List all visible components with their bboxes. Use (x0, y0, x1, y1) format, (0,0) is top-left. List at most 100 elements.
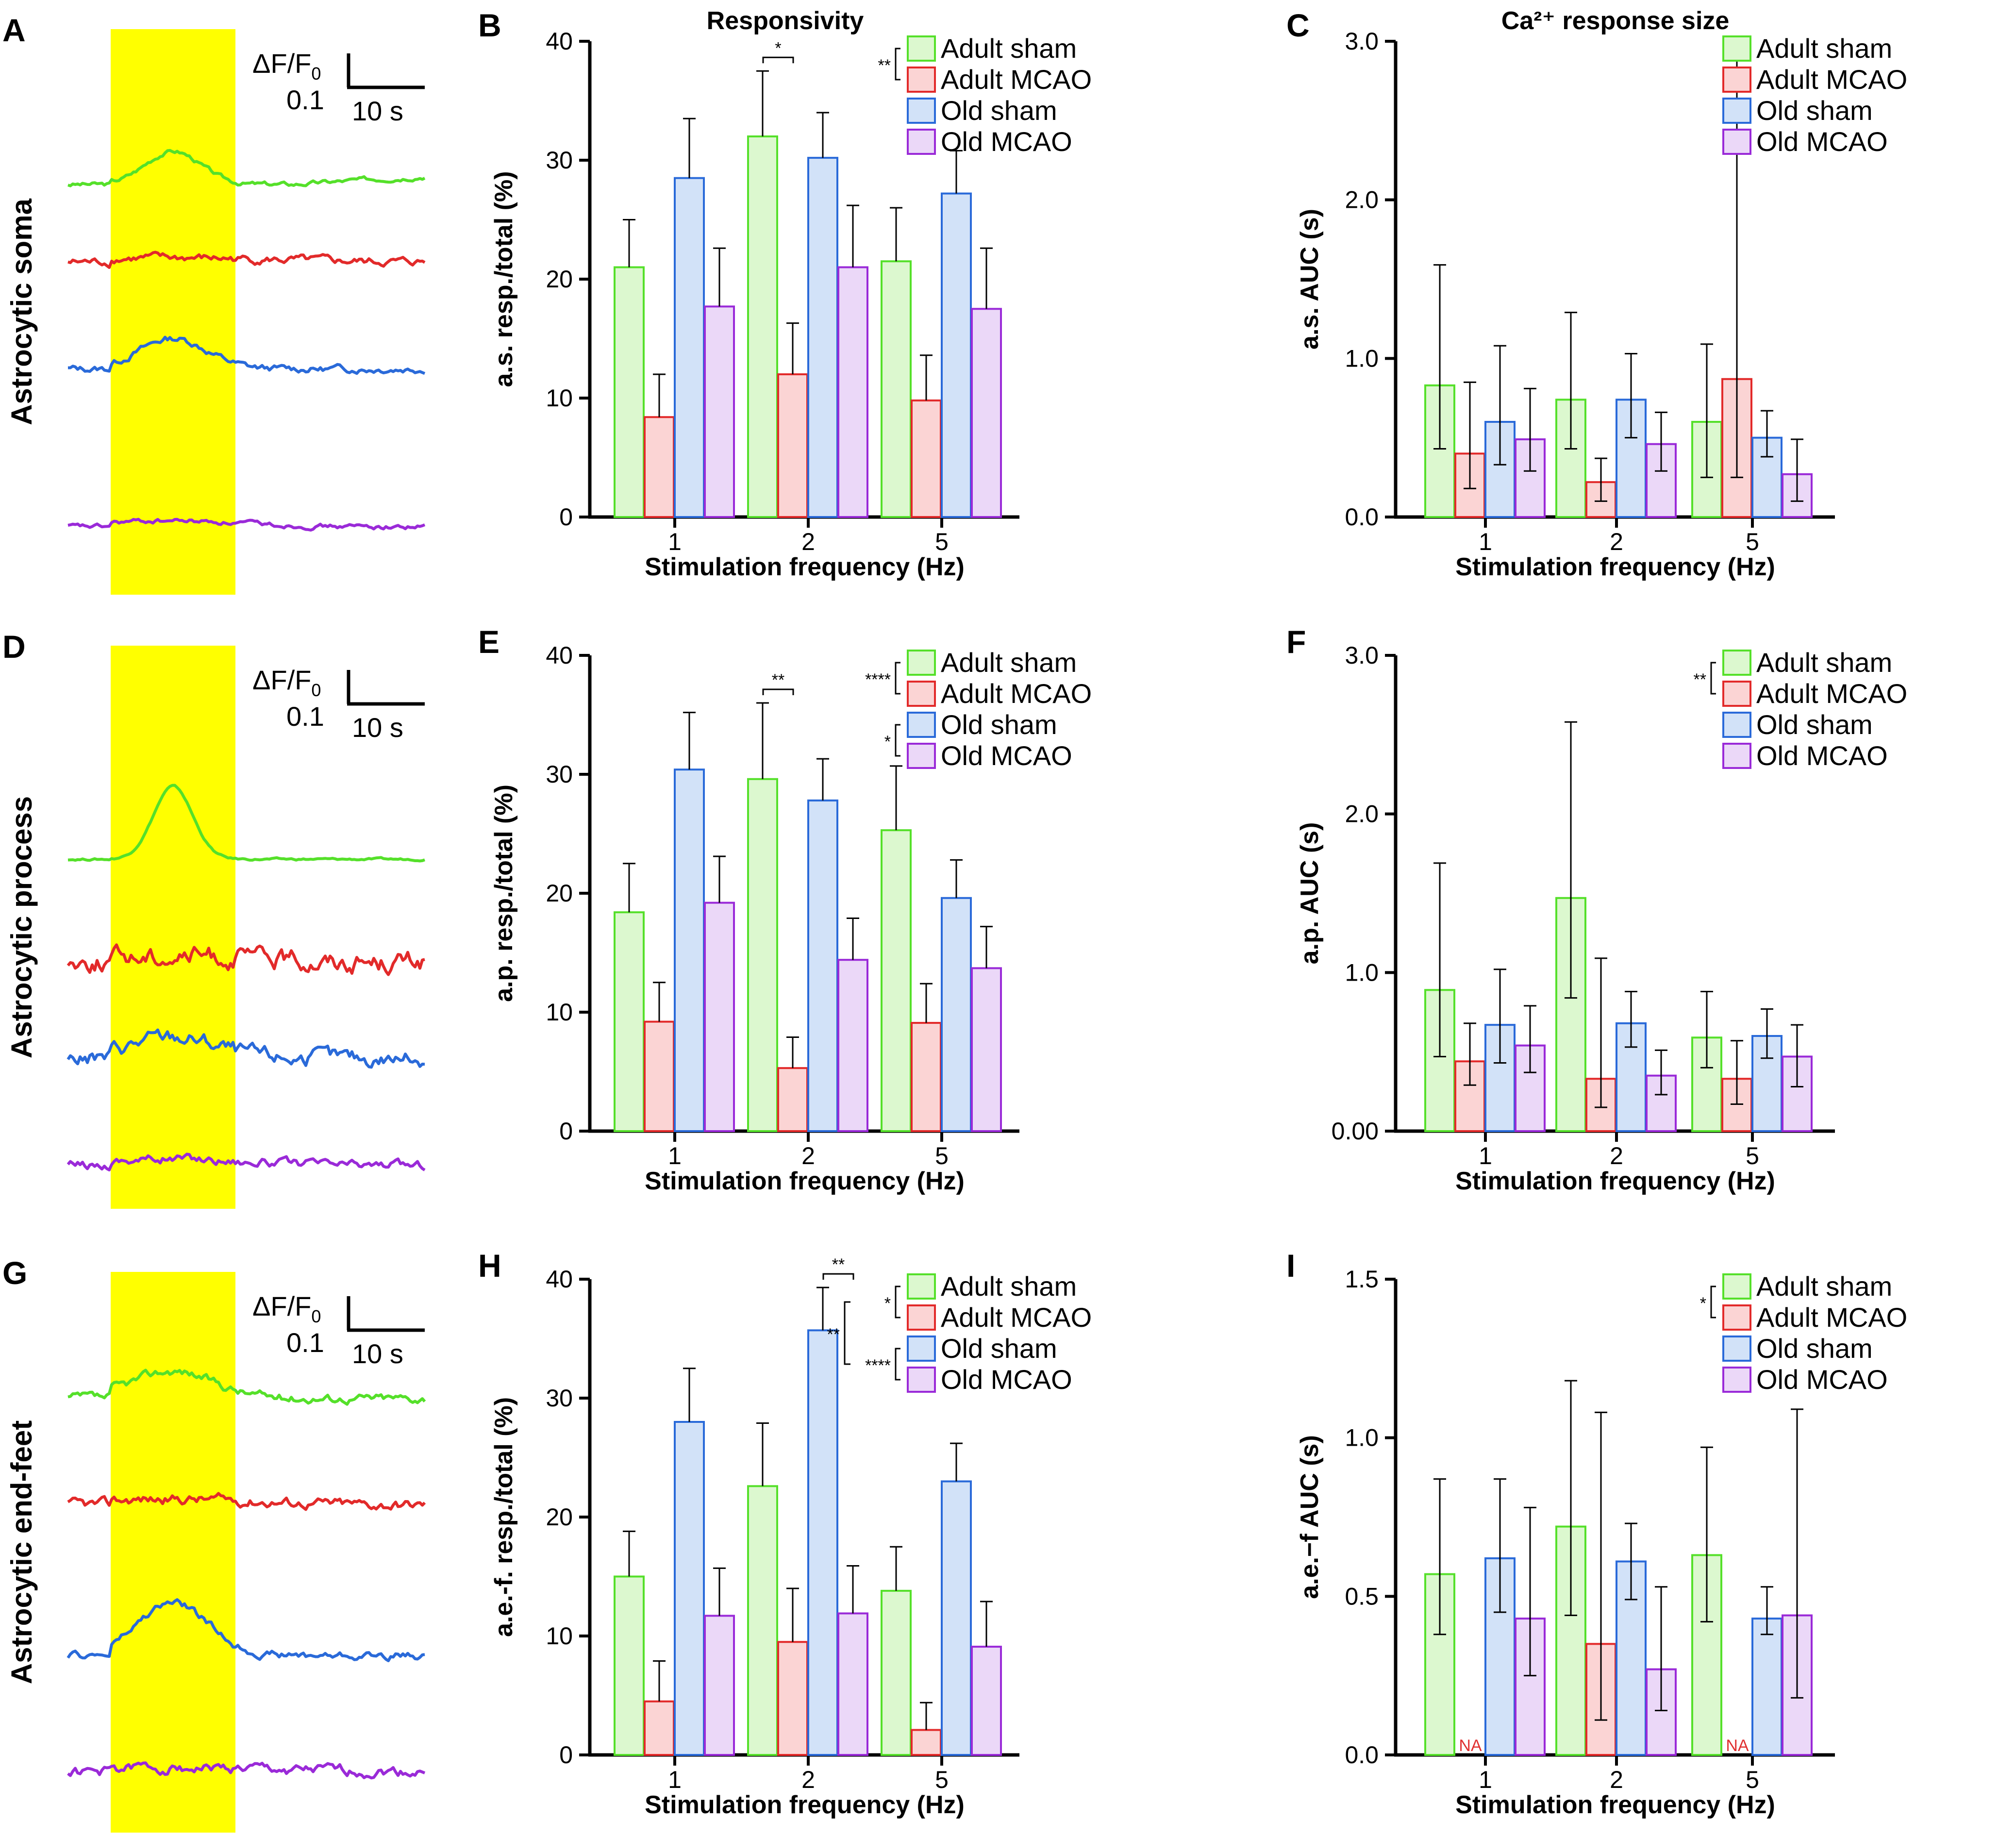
x-axis-label: Stimulation frequency (Hz) (645, 1167, 965, 1195)
y-tick-label: 3.0 (1345, 642, 1379, 669)
bar-old-sham (941, 192, 972, 518)
legend-swatch (1722, 681, 1751, 707)
legend-label: Adult MCAO (1756, 678, 1907, 709)
panel-letter: F (1286, 624, 1306, 660)
legend-swatch (907, 712, 936, 738)
chart-title: Ca²⁺ response size (1501, 7, 1730, 35)
bar-old-mcao (837, 266, 868, 518)
legend-sig-bracket (895, 1348, 900, 1381)
y-axis-label: a.e.−f AUC (s) (1296, 1435, 1324, 1599)
x-tick-label: 5 (1746, 528, 1759, 555)
trace-adult-mcao (67, 943, 425, 976)
y-tick-label: 30 (546, 1385, 573, 1412)
bar-adult-mcao (644, 416, 675, 518)
x-axis-label: Stimulation frequency (Hz) (645, 1791, 965, 1819)
trace-adult-sham (67, 149, 426, 187)
bar-adult-sham (747, 135, 778, 518)
bar-old-sham (807, 157, 838, 518)
y-tick-label: 10 (546, 384, 573, 412)
x-tick-label: 5 (1746, 1142, 1759, 1169)
chart-b: B Responsivity 0 10 20 30 40 Stimulation freque… (478, 7, 1092, 581)
x-tick-label: 2 (1610, 1766, 1623, 1793)
x-tick-label: 2 (801, 1142, 815, 1169)
bar-adult-sham (881, 1589, 912, 1756)
legend-swatch (1722, 712, 1751, 738)
x-tick-label: 5 (935, 1142, 949, 1169)
x-tick-label: 5 (935, 528, 949, 555)
y-tick-label: 20 (546, 880, 573, 907)
scale-y-value: 0.1 (286, 701, 324, 732)
scale-bar: ΔF/F00.1 10 s (252, 665, 425, 743)
legend-sig-bracket (1710, 1285, 1716, 1319)
legend-label: Adult sham (941, 1271, 1077, 1302)
legend-label: Old MCAO (941, 126, 1072, 157)
legend-label: Old sham (941, 709, 1057, 740)
bar-adult-sham (881, 829, 912, 1132)
legend-swatch (1722, 98, 1751, 124)
y-axis-label: a.s. resp./total (%) (490, 171, 518, 387)
panel-letter: C (1286, 7, 1310, 43)
bar-adult-mcao (644, 1020, 675, 1133)
bar-adult-mcao (911, 1729, 942, 1756)
y-tick-label: 1.0 (1345, 1424, 1379, 1452)
y-tick-label: 0 (559, 1118, 573, 1145)
legend-swatch (907, 1367, 936, 1393)
legend-sig-bracket (1710, 662, 1716, 695)
bar-old-sham (1751, 1618, 1783, 1756)
bar-adult-mcao (777, 1641, 808, 1756)
row-label: Astrocytic soma (5, 198, 38, 425)
y-axis-label: a.s. AUC (s) (1296, 209, 1324, 350)
sig-bracket (822, 1273, 854, 1280)
scale-x-value: 10 s (352, 712, 403, 743)
bar-adult-mcao (911, 399, 942, 518)
bar-old-sham (674, 1421, 705, 1756)
legend-label: Adult sham (1756, 1271, 1892, 1302)
panel-letter: A (2, 12, 26, 48)
y-tick-label: 2.0 (1345, 801, 1379, 828)
scale-x-value: 10 s (352, 1338, 403, 1369)
legend-label: Old sham (1756, 95, 1873, 126)
y-tick-label: 40 (546, 1266, 573, 1293)
bar-adult-sham (881, 260, 912, 518)
legend-swatch (907, 743, 936, 769)
bar-adult-sham (614, 266, 645, 518)
legend-swatch (1722, 129, 1751, 155)
bar-adult-sham (747, 1485, 778, 1756)
legend-sig-label: **** (865, 1356, 891, 1375)
legend-label: Old MCAO (941, 1364, 1072, 1395)
legend-label: Old MCAO (1756, 126, 1888, 157)
na-label: NA (1459, 1736, 1482, 1755)
legend-sig-label: * (1700, 1294, 1706, 1313)
panel-letter: H (478, 1248, 501, 1284)
chart-h: H 0 10 20 30 40 Stimulation frequency (Hz) a.e.… (478, 1248, 1092, 1819)
legend-sig-label: ** (1694, 670, 1706, 689)
legend-sig-bracket (895, 662, 900, 695)
trace-old-mcao (67, 1761, 426, 1780)
x-tick-label: 5 (1746, 1766, 1759, 1793)
legend-sig-label: * (884, 1294, 891, 1313)
legend-label: Adult MCAO (941, 678, 1092, 709)
stimulation-period (111, 29, 235, 595)
y-tick-label: 0 (559, 503, 573, 531)
legend-swatch (1722, 1304, 1751, 1331)
bar-adult-sham (747, 778, 778, 1133)
legend-label: Old sham (1756, 1333, 1873, 1364)
scale-y-label: ΔF/F0 (252, 1291, 321, 1326)
trace-old-sham (67, 1598, 425, 1662)
y-tick-label: 20 (546, 266, 573, 293)
bar-adult-mcao (644, 1700, 675, 1756)
panel-letter: B (478, 7, 501, 43)
bar-old-sham (941, 897, 972, 1133)
bar-old-sham (807, 799, 838, 1132)
trace-panel-d: D Astrocytic process ΔF/F00.1 10 s (2, 629, 426, 1209)
legend-swatch (907, 1335, 936, 1362)
bar-old-mcao (704, 1615, 735, 1756)
x-tick-label: 5 (935, 1766, 949, 1793)
panel-letter: I (1286, 1248, 1295, 1284)
legend-label: Old sham (941, 1333, 1057, 1364)
legend-label: Old sham (941, 95, 1057, 126)
x-tick-label: 2 (801, 528, 815, 555)
x-tick-label: 2 (1610, 1142, 1623, 1169)
